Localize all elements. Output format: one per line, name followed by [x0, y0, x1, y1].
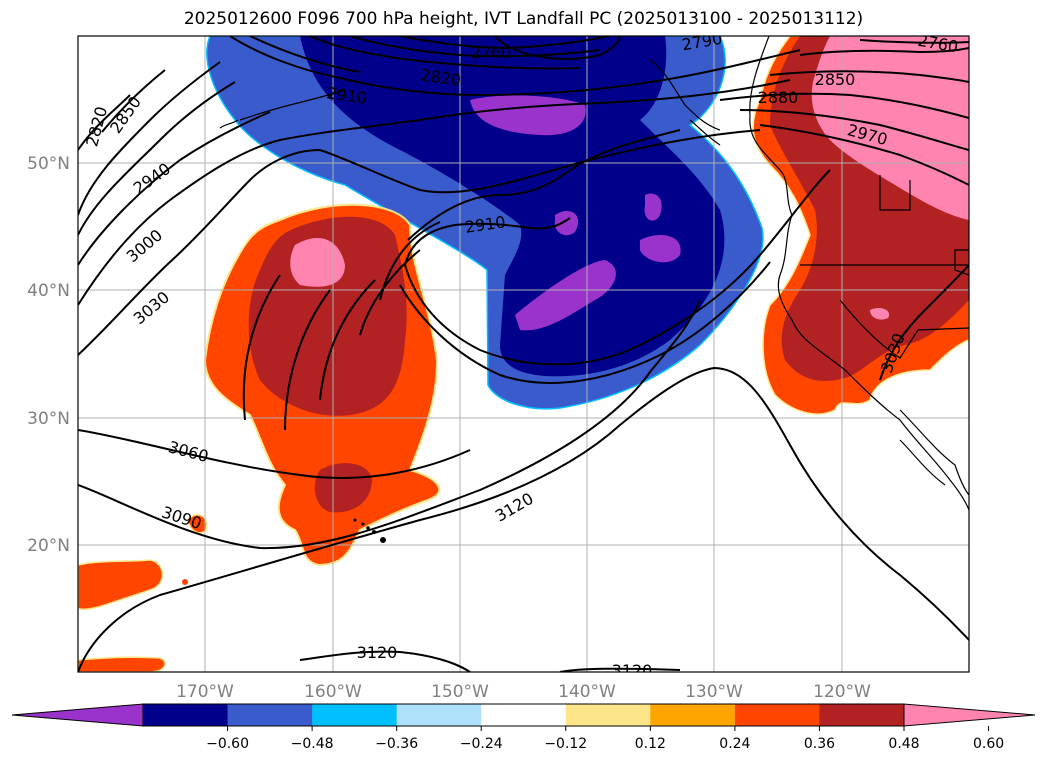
- colorbar-extend-low: [11, 703, 144, 727]
- colorbar-segment: [734, 704, 820, 726]
- lon-label: 130°W: [685, 682, 743, 702]
- longitude-labels: 170°W 160°W 150°W 140°W 130°W 120°W: [176, 682, 871, 702]
- colorbar-segment: [819, 704, 905, 726]
- map-panel: 2820 2850 2940 3000 3030 3060 3090 3120 …: [78, 36, 969, 680]
- lon-label: 170°W: [176, 682, 234, 702]
- colorbar-segment: [481, 704, 567, 726]
- colorbar-segment: [396, 704, 482, 726]
- contour-label: 3120: [357, 643, 398, 662]
- colorbar-segment: [650, 704, 736, 726]
- colorbar-tick-label: 0.60: [973, 736, 1004, 752]
- colorbar-tick-label: 0.12: [635, 736, 666, 752]
- map-frame: [77, 35, 970, 673]
- graticule: [78, 36, 969, 672]
- colorbar-tick-label: 0.48: [888, 736, 919, 752]
- colorbar-tick-label: −0.12: [544, 736, 587, 752]
- lon-label: 160°W: [304, 682, 362, 702]
- contour-label: 2880: [758, 88, 799, 107]
- colorbar-segment: [565, 704, 651, 726]
- colorbar-tick-label: −0.24: [460, 736, 503, 752]
- lat-label: 40°N: [27, 281, 70, 301]
- lon-label: 150°W: [431, 682, 489, 702]
- colorbar-extend-high: [903, 703, 1036, 727]
- contour-label: 3120: [612, 661, 653, 680]
- colorbar-segment: [227, 704, 313, 726]
- map-title: 2025012600 F096 700 hPa height, IVT Land…: [183, 9, 864, 29]
- colorbar-segment: [312, 704, 398, 726]
- contour-label: 2850: [815, 70, 856, 89]
- colorbar-segment: [143, 704, 229, 726]
- latitude-labels: 50°N 40°N 30°N 20°N: [27, 154, 70, 556]
- lon-label: 140°W: [558, 682, 616, 702]
- colorbar-tick-label: 0.24: [719, 736, 750, 752]
- colorbar-tick-label: 0.36: [804, 736, 835, 752]
- lon-label: 120°W: [813, 682, 871, 702]
- colorbar-tick-label: −0.48: [291, 736, 334, 752]
- lat-label: 50°N: [27, 154, 70, 174]
- contour-label: 2760: [471, 43, 512, 62]
- coastlines: [219, 36, 969, 511]
- lat-label: 30°N: [27, 409, 70, 429]
- lat-label: 20°N: [27, 536, 70, 556]
- colorbar: −0.60 −0.48 −0.36 −0.24 −0.12 0.12 0.24 0.36 0.4…: [11, 703, 1036, 752]
- height-contours: [78, 36, 969, 672]
- colorbar-frame: [142, 703, 905, 727]
- colorbar-tick-label: −0.60: [206, 736, 249, 752]
- colorbar-tick-label: −0.36: [375, 736, 418, 752]
